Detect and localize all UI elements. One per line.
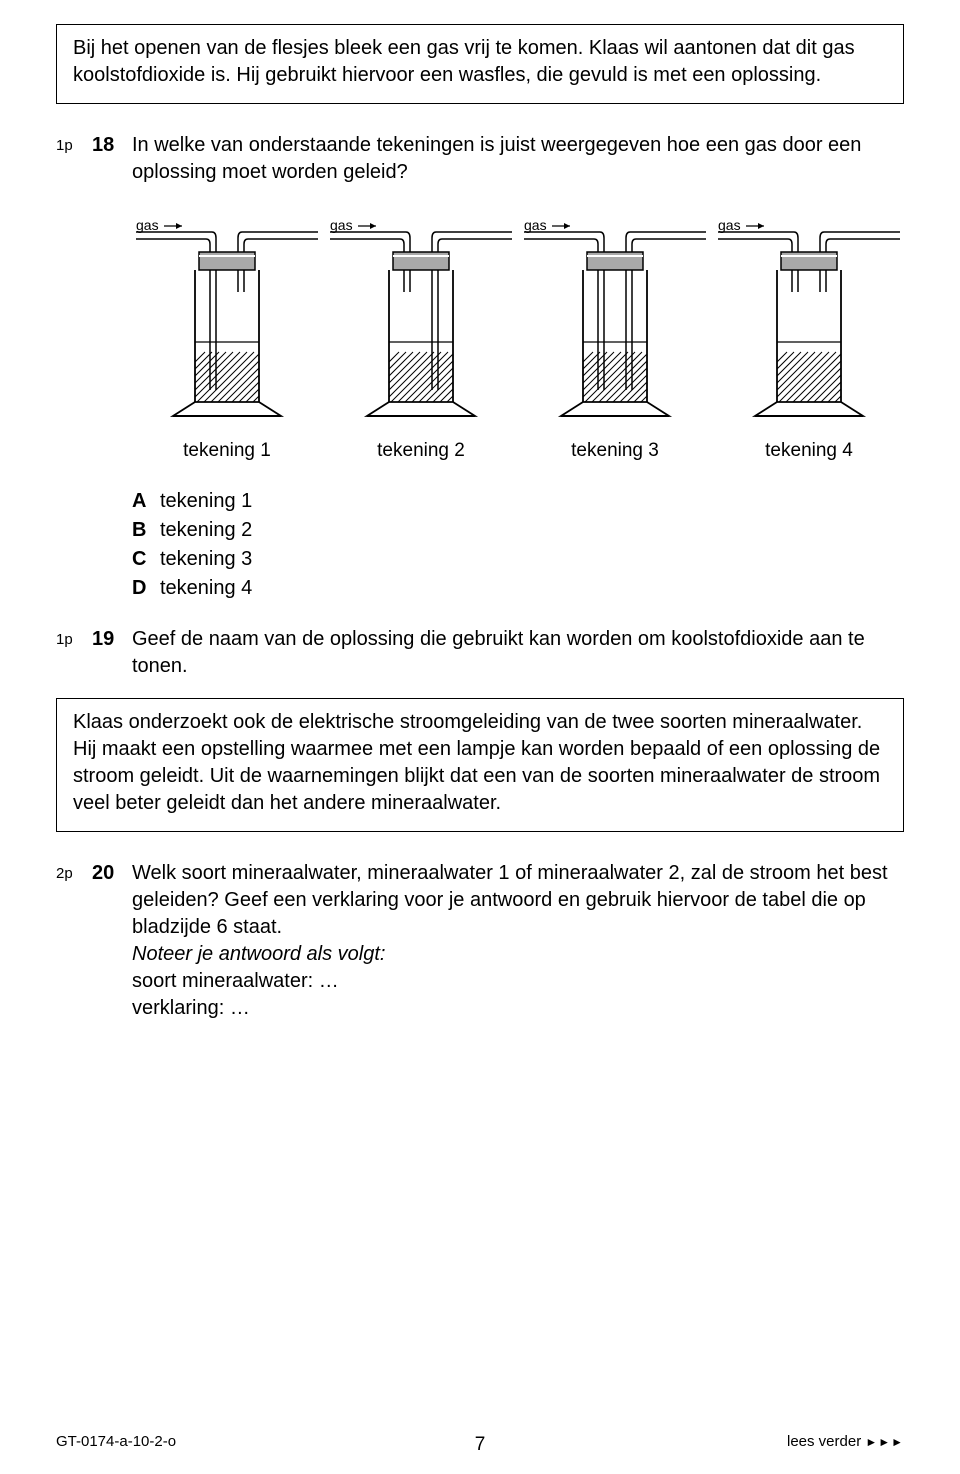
- option-text-A: tekening 1: [160, 488, 252, 515]
- option-A: A tekening 1: [132, 488, 904, 515]
- option-letter-D: D: [132, 575, 160, 602]
- caption-2: tekening 2: [326, 438, 516, 464]
- page-footer: GT-0174-a-10-2-o 7 lees verder ►►►: [0, 1432, 960, 1452]
- q20-line2: verklaring: …: [132, 997, 250, 1019]
- option-D: D tekening 4: [132, 575, 904, 602]
- intro-box-1: Bij het openen van de flesjes bleek een …: [56, 24, 904, 104]
- option-B: B tekening 2: [132, 517, 904, 544]
- q18-number: 18: [92, 132, 132, 159]
- intro-box-2: Klaas onderzoekt ook de elektrische stro…: [56, 698, 904, 832]
- diagram-row: gas gas: [132, 212, 904, 432]
- diagram-3: gas: [520, 212, 710, 432]
- q20-note: Noteer je antwoord als volgt:: [132, 943, 385, 965]
- option-letter-C: C: [132, 546, 160, 573]
- q19-points: 1p: [56, 626, 92, 650]
- svg-text:gas: gas: [136, 217, 159, 233]
- q20-number: 20: [92, 860, 132, 887]
- svg-text:gas: gas: [718, 217, 741, 233]
- option-letter-A: A: [132, 488, 160, 515]
- q20-text: Welk soort mineraalwater, mineraalwater …: [132, 862, 888, 938]
- diagram-2: gas: [326, 212, 516, 432]
- q18-text: In welke van onderstaande tekeningen is …: [132, 132, 904, 186]
- svg-text:gas: gas: [524, 217, 547, 233]
- question-20: 2p 20 Welk soort mineraalwater, mineraal…: [56, 860, 904, 1022]
- options-list: A tekening 1 B tekening 2 C tekening 3 D…: [132, 488, 904, 602]
- diagram-4: gas: [714, 212, 904, 432]
- diagram-1: gas: [132, 212, 322, 432]
- intro-text-2: Klaas onderzoekt ook de elektrische stro…: [73, 711, 880, 814]
- question-19: 1p 19 Geef de naam van de oplossing die …: [56, 626, 904, 680]
- q18-points: 1p: [56, 132, 92, 156]
- q20-line1: soort mineraalwater: …: [132, 970, 339, 992]
- svg-text:gas: gas: [330, 217, 353, 233]
- caption-3: tekening 3: [520, 438, 710, 464]
- q19-text: Geef de naam van de oplossing die gebrui…: [132, 626, 904, 680]
- caption-1: tekening 1: [132, 438, 322, 464]
- footer-page-number: 7: [0, 1432, 960, 1458]
- q19-number: 19: [92, 626, 132, 653]
- option-text-B: tekening 2: [160, 517, 252, 544]
- intro-text-1: Bij het openen van de flesjes bleek een …: [73, 37, 855, 86]
- caption-row: tekening 1 tekening 2 tekening 3 tekenin…: [132, 438, 904, 464]
- question-18: 1p 18 In welke van onderstaande tekening…: [56, 132, 904, 186]
- option-text-C: tekening 3: [160, 546, 252, 573]
- q20-points: 2p: [56, 860, 92, 884]
- option-text-D: tekening 4: [160, 575, 252, 602]
- option-letter-B: B: [132, 517, 160, 544]
- caption-4: tekening 4: [714, 438, 904, 464]
- option-C: C tekening 3: [132, 546, 904, 573]
